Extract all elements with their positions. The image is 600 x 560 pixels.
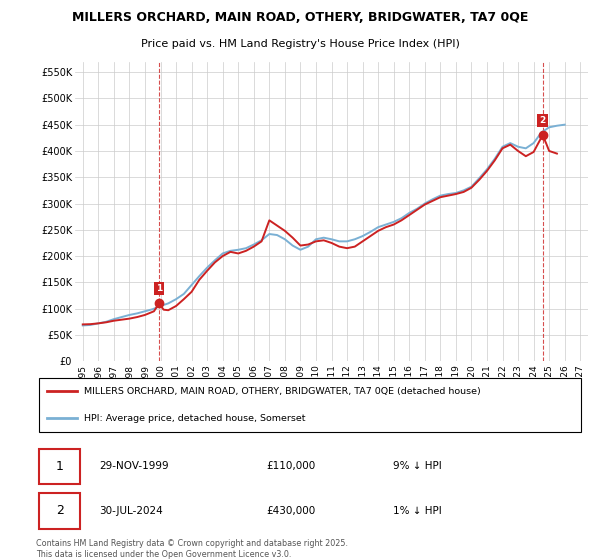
Text: 1% ↓ HPI: 1% ↓ HPI: [393, 506, 442, 516]
Text: 1: 1: [56, 460, 64, 473]
Text: Price paid vs. HM Land Registry's House Price Index (HPI): Price paid vs. HM Land Registry's House …: [140, 39, 460, 49]
FancyBboxPatch shape: [39, 493, 80, 529]
FancyBboxPatch shape: [39, 449, 80, 484]
Text: 2: 2: [56, 505, 64, 517]
Text: £110,000: £110,000: [266, 461, 316, 471]
Text: 29-NOV-1999: 29-NOV-1999: [99, 461, 169, 471]
Text: £430,000: £430,000: [266, 506, 316, 516]
Text: MILLERS ORCHARD, MAIN ROAD, OTHERY, BRIDGWATER, TA7 0QE: MILLERS ORCHARD, MAIN ROAD, OTHERY, BRID…: [72, 11, 528, 24]
Text: HPI: Average price, detached house, Somerset: HPI: Average price, detached house, Some…: [85, 414, 306, 423]
FancyBboxPatch shape: [39, 377, 581, 432]
Text: 1: 1: [156, 284, 162, 293]
Text: MILLERS ORCHARD, MAIN ROAD, OTHERY, BRIDGWATER, TA7 0QE (detached house): MILLERS ORCHARD, MAIN ROAD, OTHERY, BRID…: [85, 386, 481, 395]
Text: 30-JUL-2024: 30-JUL-2024: [99, 506, 163, 516]
Text: Contains HM Land Registry data © Crown copyright and database right 2025.
This d: Contains HM Land Registry data © Crown c…: [36, 539, 348, 559]
Text: 2: 2: [539, 116, 546, 125]
Text: 9% ↓ HPI: 9% ↓ HPI: [393, 461, 442, 471]
